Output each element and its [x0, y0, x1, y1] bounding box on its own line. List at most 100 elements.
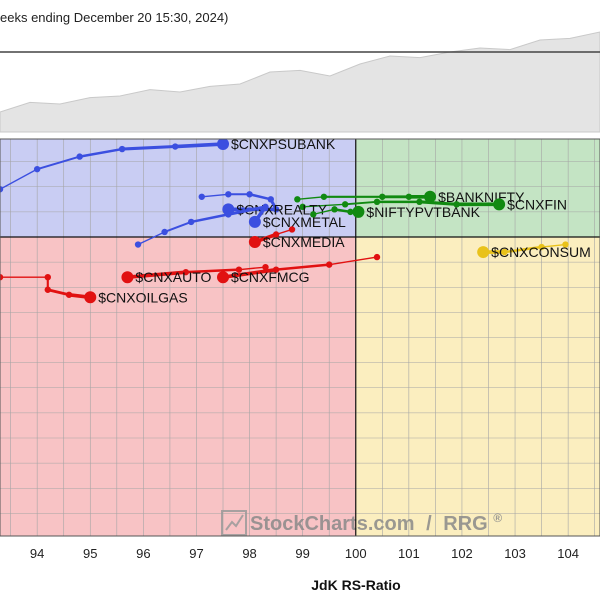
head-point[interactable]	[424, 190, 437, 203]
series-label: $CNXMEDIA	[263, 234, 345, 250]
tail-point	[501, 248, 508, 256]
series-cnxmedia[interactable]: $CNXMEDIA	[248, 226, 345, 250]
series-label: $CNXCONSUM	[491, 244, 591, 260]
quadrant-weakening	[355, 236, 600, 536]
tail-point	[299, 203, 306, 211]
tail-point	[134, 241, 142, 248]
series-cnxmetal[interactable]: $CNXMETAL	[134, 203, 346, 248]
head-point[interactable]	[477, 246, 490, 259]
tail-segment	[163, 220, 193, 233]
tail-segment	[189, 213, 230, 224]
tail-segment	[36, 155, 81, 171]
benchmark-panel	[0, 31, 600, 133]
x-tick-label: 95	[83, 546, 97, 561]
tail-segment	[301, 203, 346, 208]
tail-point	[405, 193, 413, 200]
series-label: $CNXAUTO	[135, 269, 211, 285]
x-tick-label: 103	[504, 546, 526, 561]
series-cnxpsubank[interactable]: $CNXPSUBANK	[0, 136, 336, 193]
tail-segment	[78, 147, 124, 158]
series-cnxfin[interactable]: $CNXFIN	[299, 196, 567, 212]
tail-point	[416, 198, 423, 206]
series-cnxconsum[interactable]: $CNXCONSUM	[477, 241, 591, 260]
watermark-mark: ®	[493, 511, 502, 525]
tail-point	[347, 208, 354, 216]
x-tick-label: 97	[189, 546, 203, 561]
series-niftypvtbank[interactable]: $NIFTYPVTBANK	[310, 204, 481, 220]
head-point[interactable]	[217, 271, 230, 284]
watermark: StockCharts.com / RRG ®	[221, 510, 502, 536]
x-axis-label: JdK RS-Ratio	[311, 577, 400, 593]
tail-segment	[540, 243, 567, 248]
tail-point	[538, 243, 545, 251]
tail-point	[0, 273, 4, 281]
series-label: $CNXFIN	[507, 196, 567, 212]
x-tick-label: 101	[398, 546, 420, 561]
tail-segment	[221, 267, 278, 279]
tail-point	[373, 253, 381, 261]
tail-segment	[137, 231, 166, 246]
tail-point	[288, 226, 296, 233]
quadrant-leading	[355, 139, 600, 237]
tail-segment	[274, 263, 331, 271]
x-tick-label: 98	[242, 546, 256, 561]
tail-point	[379, 193, 386, 200]
tail-point	[246, 191, 253, 198]
x-tick-label: 102	[451, 546, 473, 561]
tail-point	[262, 203, 269, 211]
tail-segment	[344, 200, 378, 206]
benchmark-area	[0, 31, 600, 133]
quadrant-lagging	[0, 236, 356, 536]
x-tick-label: 96	[136, 546, 150, 561]
watermark-brand: StockCharts.com	[250, 513, 415, 535]
tail-segment	[226, 205, 268, 216]
tail-point	[172, 143, 179, 150]
tail-point	[272, 231, 280, 238]
series-cnxoilgas[interactable]: $CNXOILGAS	[0, 273, 188, 305]
tail-point	[198, 193, 205, 200]
tail-point	[267, 196, 274, 203]
watermark-product: RRG	[443, 513, 487, 535]
tail-point	[65, 291, 73, 298]
tail-point	[182, 268, 190, 276]
tail-point	[272, 266, 280, 273]
series-cnxauto[interactable]: $CNXAUTO	[121, 263, 269, 285]
tail-point	[225, 191, 232, 198]
series-cnxfmcg[interactable]: $CNXFMCG	[217, 253, 381, 285]
tail-segment	[120, 145, 177, 151]
x-tick-label: 104	[557, 546, 579, 561]
x-tick-label: 99	[295, 546, 309, 561]
head-point[interactable]	[493, 198, 506, 211]
tail-point	[453, 201, 460, 208]
head-point[interactable]	[352, 205, 365, 218]
tail-segment	[312, 208, 336, 216]
head-point[interactable]	[121, 271, 134, 284]
head-point[interactable]	[248, 236, 261, 249]
x-axis-ticks: 94 95 96 97 98 99 100 101 102 103 104	[30, 546, 579, 561]
tail-segment	[503, 245, 543, 254]
head-point[interactable]	[248, 215, 261, 228]
tail-point	[44, 286, 51, 293]
svg-text:StockCharts.com /: StockCharts.com / RRG ®	[250, 511, 502, 535]
tail-point	[33, 165, 41, 173]
tail-point	[161, 228, 168, 236]
series-layer: $CNXPSUBANK$BANKNIFTY$CNXFIN$CNXREALTY $N…	[0, 136, 591, 305]
tail-segment	[248, 193, 273, 201]
tail-point	[225, 211, 232, 218]
watermark-separator: /	[426, 513, 432, 535]
tail-point	[373, 198, 381, 206]
head-point[interactable]	[217, 138, 230, 151]
tail-point	[331, 206, 338, 213]
tail-point	[262, 263, 269, 271]
tail-segment	[46, 288, 71, 297]
series-label: $CNXOILGAS	[98, 289, 187, 305]
tail-point	[562, 241, 569, 248]
tail-point	[272, 206, 280, 213]
chart-title: eeks ending December 20 15:30, 2024)	[0, 10, 228, 25]
tail-segment	[328, 256, 378, 266]
tail-point	[341, 201, 349, 208]
tail-point	[326, 261, 333, 268]
tail-segment	[296, 196, 325, 201]
head-point[interactable]	[84, 291, 97, 304]
